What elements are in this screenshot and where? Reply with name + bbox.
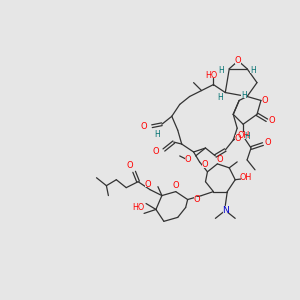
FancyBboxPatch shape — [241, 175, 251, 181]
Text: H: H — [244, 132, 250, 141]
FancyBboxPatch shape — [133, 205, 143, 210]
Text: O: O — [235, 134, 242, 142]
FancyBboxPatch shape — [141, 124, 147, 129]
Text: H: H — [154, 130, 160, 139]
FancyBboxPatch shape — [218, 95, 223, 100]
FancyBboxPatch shape — [128, 163, 133, 169]
FancyBboxPatch shape — [238, 132, 248, 138]
Text: O: O — [172, 181, 179, 190]
FancyBboxPatch shape — [250, 68, 256, 74]
FancyBboxPatch shape — [206, 73, 216, 78]
Text: HO: HO — [132, 203, 144, 212]
FancyBboxPatch shape — [244, 134, 250, 139]
Text: O: O — [193, 195, 200, 204]
Text: OH: OH — [237, 130, 249, 140]
Text: N: N — [222, 206, 229, 215]
FancyBboxPatch shape — [145, 182, 151, 188]
FancyBboxPatch shape — [223, 208, 228, 213]
FancyBboxPatch shape — [219, 68, 224, 74]
FancyBboxPatch shape — [173, 183, 178, 188]
Text: O: O — [235, 56, 242, 65]
FancyBboxPatch shape — [269, 118, 274, 123]
Text: O: O — [216, 155, 223, 164]
FancyBboxPatch shape — [265, 139, 271, 145]
Text: H: H — [218, 93, 223, 102]
Text: O: O — [141, 122, 147, 131]
Text: H: H — [218, 66, 224, 75]
FancyBboxPatch shape — [236, 58, 241, 64]
Text: O: O — [201, 160, 208, 169]
Text: H: H — [241, 91, 247, 100]
Text: O: O — [153, 148, 159, 157]
FancyBboxPatch shape — [202, 162, 207, 168]
Text: HO: HO — [205, 71, 218, 80]
Text: O: O — [145, 180, 151, 189]
FancyBboxPatch shape — [217, 157, 222, 163]
Text: OH: OH — [240, 173, 252, 182]
FancyBboxPatch shape — [236, 135, 241, 141]
FancyBboxPatch shape — [194, 197, 199, 202]
Text: O: O — [127, 161, 134, 170]
Text: H: H — [250, 66, 256, 75]
FancyBboxPatch shape — [154, 131, 160, 137]
FancyBboxPatch shape — [242, 93, 247, 98]
FancyBboxPatch shape — [153, 149, 159, 155]
Text: O: O — [265, 138, 271, 147]
FancyBboxPatch shape — [262, 98, 268, 103]
FancyBboxPatch shape — [185, 157, 191, 163]
Text: O: O — [262, 96, 268, 105]
Text: O: O — [184, 155, 191, 164]
Text: O: O — [268, 116, 275, 125]
